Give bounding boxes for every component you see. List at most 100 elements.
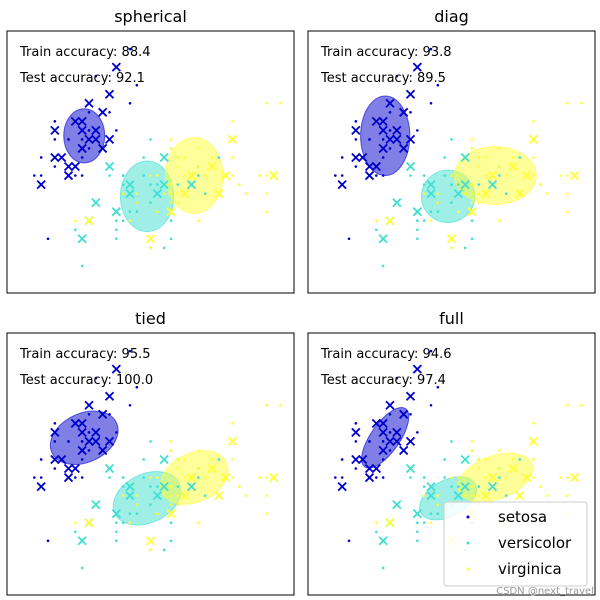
train-point-setosa [39, 458, 43, 461]
test-point-setosa [84, 400, 94, 410]
train-point-versicolor [457, 183, 460, 186]
test-point-virginica [145, 536, 156, 546]
train-point-virginica [470, 138, 474, 141]
train-point-virginica [203, 476, 207, 479]
train-point-virginica [258, 476, 262, 479]
test-accuracy-label: Test accuracy: 97.4 [320, 373, 446, 388]
test-point-setosa [385, 436, 395, 447]
train-point-virginica [436, 201, 440, 204]
train-point-virginica [121, 494, 125, 497]
train-point-versicolor [203, 192, 207, 195]
test-point-setosa [364, 170, 375, 181]
test-point-virginica [84, 518, 94, 528]
legend-marker-setosa [466, 515, 470, 519]
train-point-setosa [381, 174, 385, 177]
test-point-virginica [84, 216, 94, 226]
train-point-versicolor [422, 485, 426, 488]
train-point-setosa [115, 431, 118, 434]
train-point-setosa [381, 138, 385, 141]
test-point-versicolor [152, 490, 162, 501]
train-point-virginica [176, 156, 180, 159]
train-point-virginica [484, 458, 487, 461]
test-point-virginica [186, 170, 197, 181]
train-point-setosa [53, 120, 57, 123]
train-point-versicolor [115, 530, 118, 534]
train-point-setosa [347, 237, 351, 241]
train-point-setosa [128, 349, 132, 353]
test-point-setosa [98, 143, 108, 154]
test-point-virginica [268, 472, 279, 483]
train-point-virginica [498, 219, 501, 223]
train-point-virginica [457, 174, 460, 177]
train-point-versicolor [457, 485, 460, 488]
train-point-versicolor [416, 539, 419, 543]
train-point-versicolor [450, 183, 453, 186]
train-point-versicolor [74, 228, 77, 232]
test-point-setosa [77, 445, 87, 456]
test-point-versicolor [159, 152, 169, 163]
test-point-setosa [70, 161, 80, 172]
train-point-versicolor [156, 183, 159, 186]
test-point-virginica [180, 490, 190, 501]
train-point-setosa [80, 138, 84, 141]
train-point-versicolor [135, 210, 139, 213]
ellipse-virginica [165, 137, 224, 214]
test-point-setosa [392, 427, 402, 438]
train-point-versicolor [142, 458, 145, 461]
train-point-versicolor [504, 192, 508, 195]
test-point-setosa [50, 427, 60, 438]
train-point-virginica [258, 174, 262, 177]
train-point-virginica [265, 174, 268, 177]
train-point-virginica [74, 521, 77, 525]
train-point-virginica [197, 147, 200, 150]
train-point-virginica [477, 467, 481, 470]
train-point-virginica [156, 210, 159, 213]
train-point-virginica [210, 156, 214, 159]
train-point-setosa [354, 120, 358, 123]
test-point-setosa [77, 143, 87, 154]
train-point-versicolor [416, 237, 419, 241]
test-point-setosa [385, 98, 395, 108]
test-point-virginica [569, 472, 580, 483]
test-point-setosa [405, 436, 416, 447]
watermark: CSDN @next_travel [496, 586, 594, 597]
train-point-versicolor [429, 210, 433, 213]
test-point-versicolor [412, 509, 422, 519]
train-point-setosa [74, 476, 77, 479]
train-point-virginica [375, 219, 378, 223]
train-point-versicolor [436, 210, 440, 213]
test-point-setosa [104, 436, 115, 447]
test-point-setosa [351, 427, 361, 438]
test-point-setosa [364, 463, 375, 474]
test-point-versicolor [426, 188, 436, 199]
train-point-setosa [80, 458, 84, 461]
train-point-virginica [176, 467, 180, 470]
train-point-setosa [128, 47, 132, 51]
train-point-virginica [566, 174, 569, 177]
test-point-versicolor [378, 234, 388, 244]
train-point-versicolor [149, 183, 152, 186]
train-point-setosa [39, 174, 43, 177]
test-point-setosa [405, 134, 416, 145]
train-point-virginica [532, 476, 535, 479]
test-point-virginica [186, 472, 197, 483]
train-point-versicolor [149, 440, 152, 443]
train-point-setosa [340, 174, 344, 177]
test-point-setosa [91, 134, 101, 145]
panel-title: spherical [114, 7, 187, 26]
train-point-setosa [53, 440, 57, 443]
test-point-versicolor [125, 481, 135, 492]
train-point-virginica [197, 219, 200, 223]
test-point-versicolor [111, 509, 121, 519]
test-point-setosa [70, 116, 80, 126]
train-point-virginica [169, 503, 173, 506]
train-point-setosa [416, 431, 419, 434]
train-point-versicolor [128, 210, 132, 213]
train-point-virginica [436, 503, 440, 506]
train-point-virginica [74, 219, 77, 223]
test-point-versicolor [392, 198, 402, 208]
test-point-setosa [371, 463, 381, 474]
train-point-virginica [450, 476, 453, 479]
train-point-virginica [176, 192, 180, 195]
